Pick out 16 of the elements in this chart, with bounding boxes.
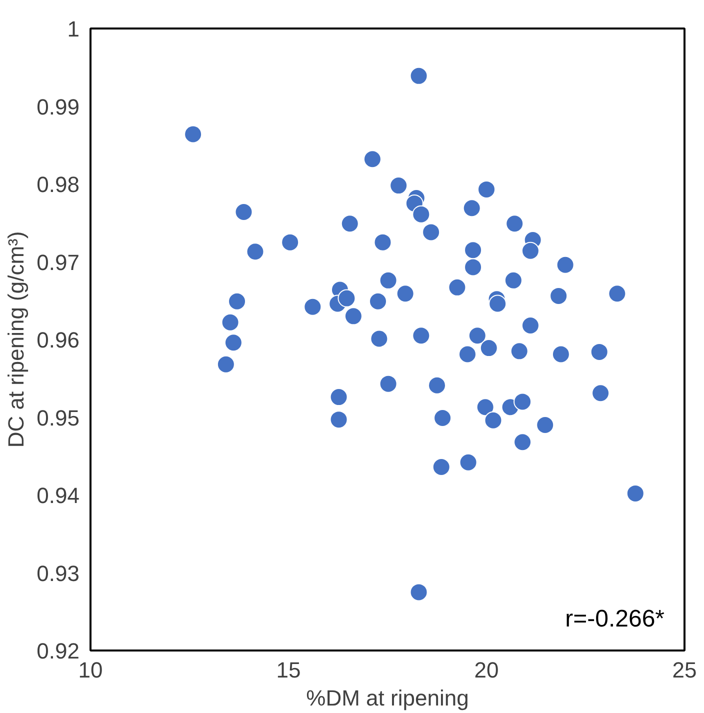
annotation: r=-0.266* xyxy=(565,606,665,632)
y-axis-title: DC at ripening (g/cm³) xyxy=(4,231,29,448)
x-axis-title: %DM at ripening xyxy=(306,686,469,710)
y-tick-label: 0.92 xyxy=(36,638,80,664)
y-tick-label: 0.98 xyxy=(36,172,80,197)
x-tick-label: 10 xyxy=(78,658,103,682)
x-tick-label: 20 xyxy=(474,658,499,682)
y-tick-label: 0.94 xyxy=(36,483,80,508)
y-tick-label: 0.96 xyxy=(36,328,80,352)
y-tick-label: 0.93 xyxy=(36,560,80,586)
y-tick-label: 1 xyxy=(67,16,80,42)
y-tick-label: 0.95 xyxy=(36,405,80,430)
x-tick-label: 25 xyxy=(672,658,697,682)
y-tick-label: 0.99 xyxy=(36,94,80,120)
x-tick-label: 15 xyxy=(276,658,301,682)
y-tick-label: 0.97 xyxy=(36,250,80,275)
